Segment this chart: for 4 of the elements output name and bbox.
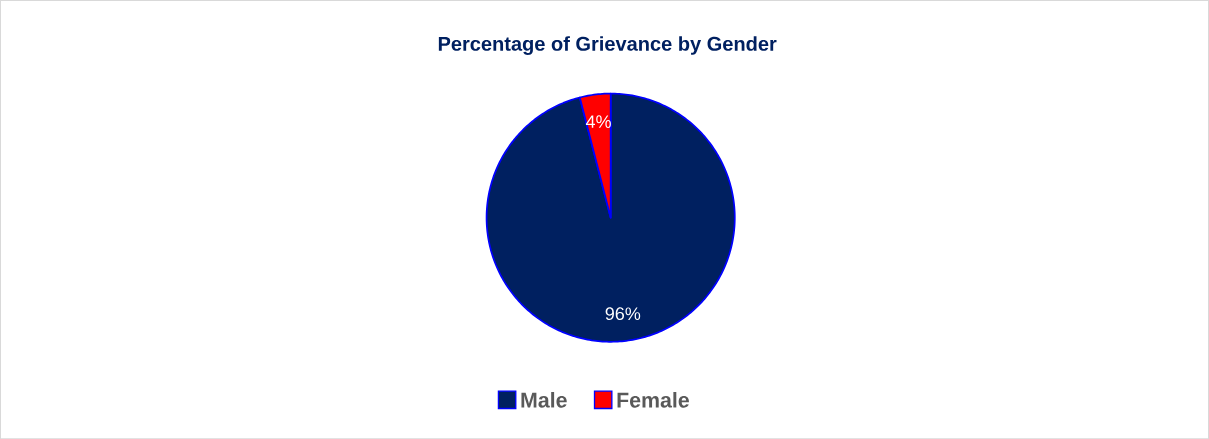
chart-title: Percentage of Grievance by Gender [438,35,777,55]
legend-label: Female [617,391,689,408]
legend-label: Male [521,391,567,408]
data-label: 96% [605,307,641,320]
